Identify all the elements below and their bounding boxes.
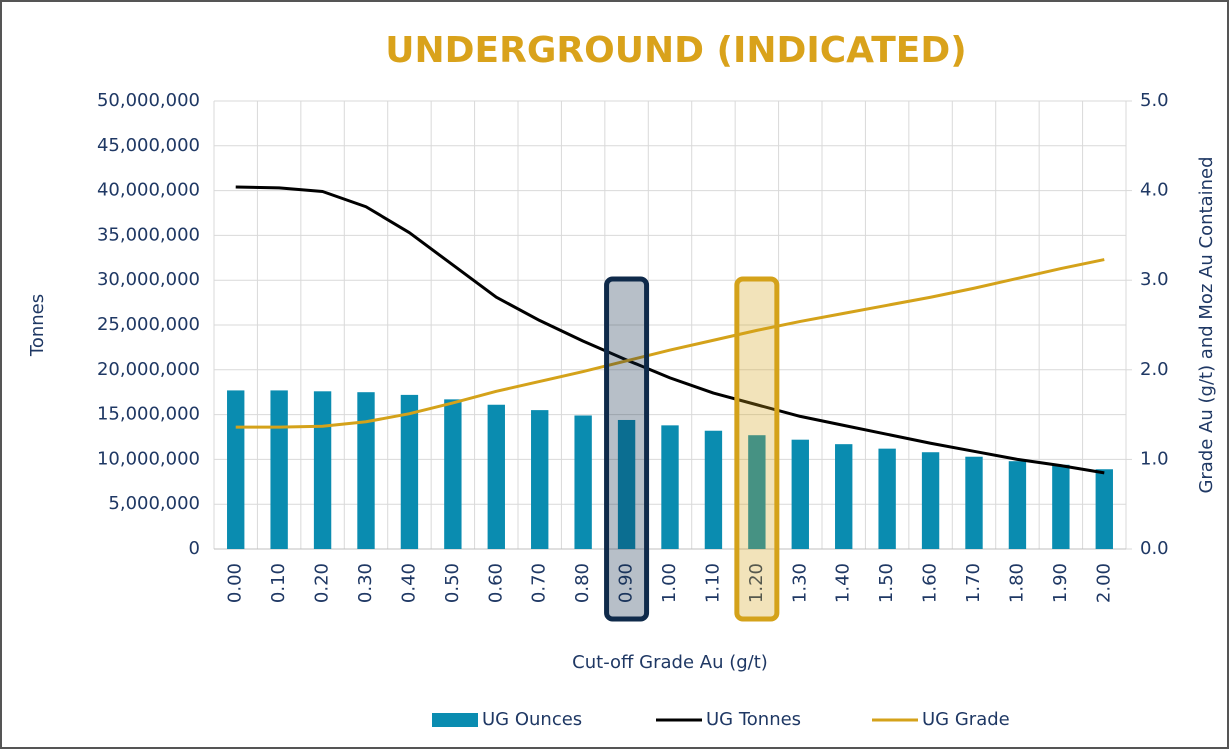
x-tick-label: 0.30 <box>355 563 376 603</box>
x-tick-label: 0.90 <box>616 563 637 603</box>
y-tick-label: 50,000,000 <box>97 90 200 111</box>
x-tick-label: 1.70 <box>963 563 984 603</box>
x-tick-label: 2.00 <box>1093 563 1114 603</box>
bar <box>617 419 636 549</box>
x-tick-label: 0.40 <box>398 563 419 603</box>
y2-axis-title: Grade Au (g/t) and Moz Au Contained <box>1196 156 1217 493</box>
x-tick-label: 0.60 <box>485 563 506 603</box>
x-axis-title: Cut-off Grade Au (g/t) <box>572 652 768 673</box>
x-tick-label: 1.10 <box>702 563 723 603</box>
bar <box>878 448 896 549</box>
bar <box>313 391 332 549</box>
x-tick-label: 1.00 <box>659 563 680 603</box>
bar <box>531 410 549 549</box>
x-tick-label: 1.60 <box>920 563 941 603</box>
legend-label: UG Grade <box>922 709 1010 730</box>
x-tick-label: 1.30 <box>789 563 810 603</box>
bar <box>921 452 940 549</box>
line <box>235 258 1105 429</box>
x-tick-label: 1.20 <box>746 563 767 603</box>
y2-tick-label: 2.0 <box>1140 359 1169 380</box>
bar <box>270 390 288 549</box>
y2-tick-label: 3.0 <box>1140 269 1169 290</box>
bar <box>357 392 375 549</box>
bar <box>1008 461 1027 549</box>
y-tick-label: 30,000,000 <box>97 269 200 290</box>
bar <box>748 435 766 549</box>
legend-swatch <box>432 713 478 727</box>
chart-title: UNDERGROUND (INDICATED) <box>385 30 966 71</box>
y-axis-title: Tonnes <box>27 294 48 357</box>
bar <box>1052 464 1070 549</box>
y-tick-label: 35,000,000 <box>97 224 200 245</box>
y2-tick-label: 4.0 <box>1140 180 1169 201</box>
y-tick-label: 40,000,000 <box>97 180 200 201</box>
x-tick-label: 1.50 <box>876 563 897 603</box>
bar <box>1095 469 1113 549</box>
bar <box>661 425 679 549</box>
x-tick-label: 0.20 <box>312 563 333 603</box>
highlight-box <box>734 276 780 622</box>
y2-tick-label: 0.0 <box>1140 538 1169 559</box>
line <box>235 185 1105 475</box>
y2-tick-label: 1.0 <box>1140 448 1169 469</box>
y-tick-label: 20,000,000 <box>97 359 200 380</box>
y-tick-label: 10,000,000 <box>97 448 200 469</box>
y-tick-label: 25,000,000 <box>97 314 200 335</box>
bar <box>400 394 419 549</box>
x-tick-label: 0.00 <box>225 563 246 603</box>
y-tick-label: 0 <box>189 538 200 559</box>
x-tick-label: 1.40 <box>833 563 854 603</box>
bar <box>487 404 505 549</box>
x-tick-label: 0.80 <box>572 563 593 603</box>
y-tick-label: 15,000,000 <box>97 404 200 425</box>
x-tick-label: 1.80 <box>1006 563 1027 603</box>
y-tick-label: 45,000,000 <box>97 135 200 156</box>
y-tick-label: 5,000,000 <box>108 493 200 514</box>
x-tick-label: 0.50 <box>442 563 463 603</box>
highlight-box <box>604 276 650 622</box>
x-tick-label: 0.10 <box>268 563 289 603</box>
legend-label: UG Tonnes <box>706 709 801 730</box>
x-tick-label: 1.90 <box>1050 563 1071 603</box>
bar <box>965 456 983 549</box>
bar <box>574 415 592 549</box>
x-tick-label: 0.70 <box>529 563 550 603</box>
bar <box>704 430 723 549</box>
bar <box>227 390 245 549</box>
y2-tick-label: 5.0 <box>1140 90 1169 111</box>
bar <box>791 439 809 549</box>
legend-label: UG Ounces <box>482 709 582 730</box>
bar <box>835 444 853 549</box>
bar <box>444 399 462 549</box>
